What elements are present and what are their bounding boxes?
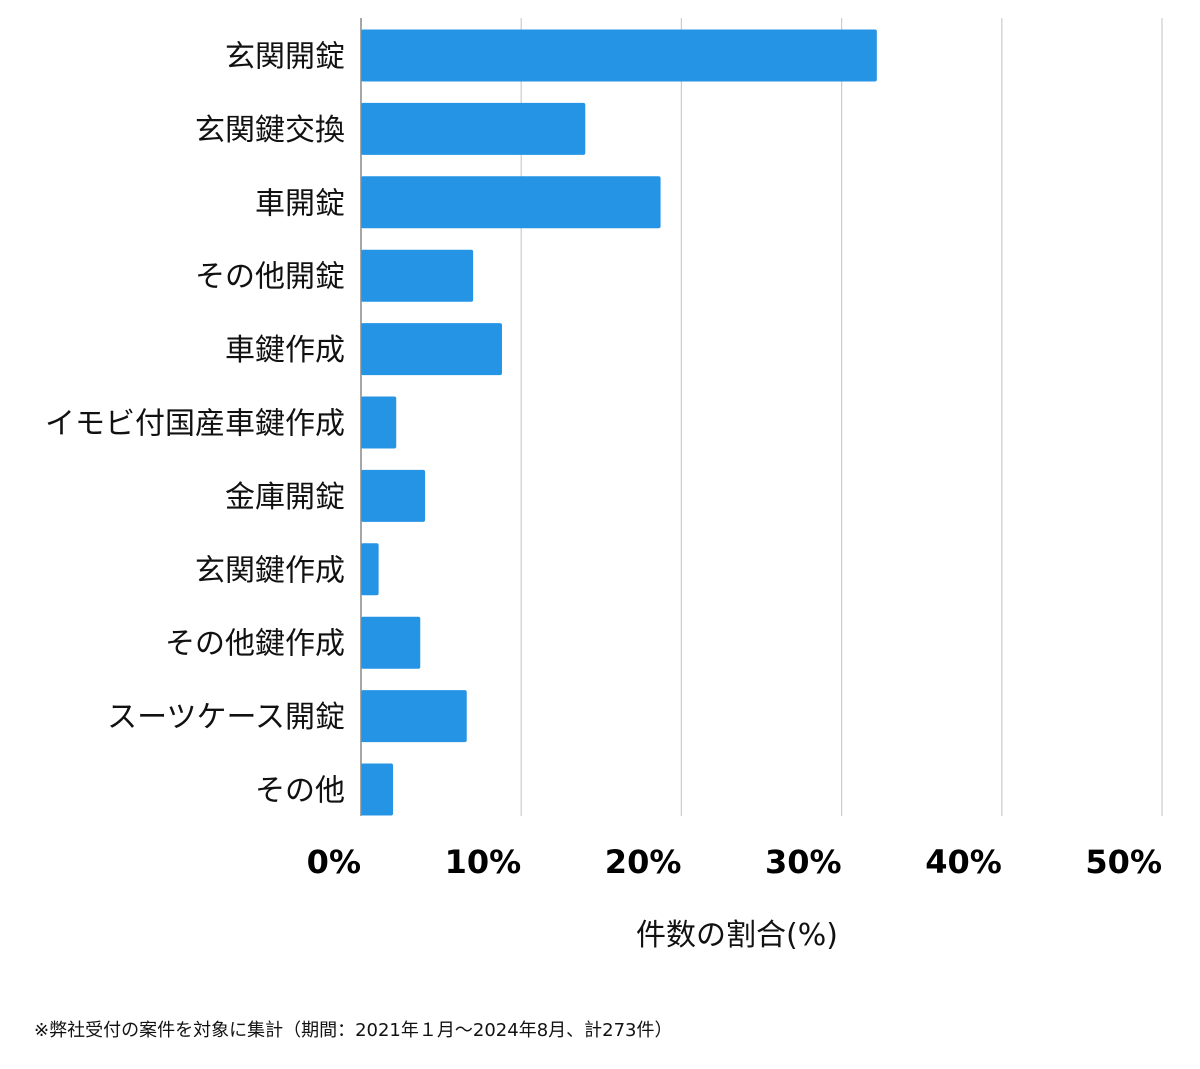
- x-tick-label-30: 30%: [765, 843, 842, 881]
- category-label-8: その他鍵作成: [165, 627, 345, 662]
- category-label-0: 玄関開錠: [225, 40, 345, 75]
- bar-7: [361, 543, 379, 596]
- bar-3: [361, 249, 474, 302]
- category-label-1: 玄関鍵交換: [195, 113, 345, 148]
- x-axis-title: 件数の割合(%): [636, 918, 838, 953]
- bar-chart: 玄関開錠玄関鍵交換車開錠その他開錠車鍵作成イモビ付国産車鍵作成金庫開錠玄関鍵作成…: [45, 18, 1163, 953]
- bar-9: [361, 690, 467, 743]
- bar-8: [361, 616, 421, 669]
- category-label-10: その他: [255, 774, 345, 809]
- bar-0: [361, 29, 877, 82]
- bar-2: [361, 176, 661, 229]
- x-tick-label-50: 50%: [1085, 843, 1162, 881]
- category-labels: 玄関開錠玄関鍵交換車開錠その他開錠車鍵作成イモビ付国産車鍵作成金庫開錠玄関鍵作成…: [45, 40, 345, 809]
- bars: [361, 29, 877, 816]
- x-tick-label-20: 20%: [605, 843, 682, 881]
- category-label-4: 車鍵作成: [225, 333, 345, 368]
- tick-labels: 0% 10% 20% 30% 40% 50%: [307, 843, 1162, 881]
- category-label-7: 玄関鍵作成: [195, 553, 345, 588]
- grid-lines: [520, 18, 1163, 816]
- category-label-9: スーツケース開錠: [107, 700, 345, 735]
- bar-10: [361, 763, 394, 816]
- bar-4: [361, 323, 502, 376]
- category-label-2: 車開錠: [255, 186, 345, 221]
- x-tick-label-0: 0%: [307, 843, 361, 881]
- bar-5: [361, 396, 397, 449]
- bar-1: [361, 102, 586, 155]
- x-tick-label-10: 10%: [445, 843, 522, 881]
- footnote: ※弊社受付の案件を対象に集計（期間：2021年１月〜2024年8月、計273件）: [34, 1020, 673, 1041]
- category-label-6: 金庫開錠: [225, 480, 345, 515]
- bar-6: [361, 469, 426, 522]
- x-tick-label-40: 40%: [925, 843, 1002, 881]
- category-label-3: その他開錠: [195, 260, 345, 295]
- category-label-5: イモビ付国産車鍵作成: [45, 407, 345, 442]
